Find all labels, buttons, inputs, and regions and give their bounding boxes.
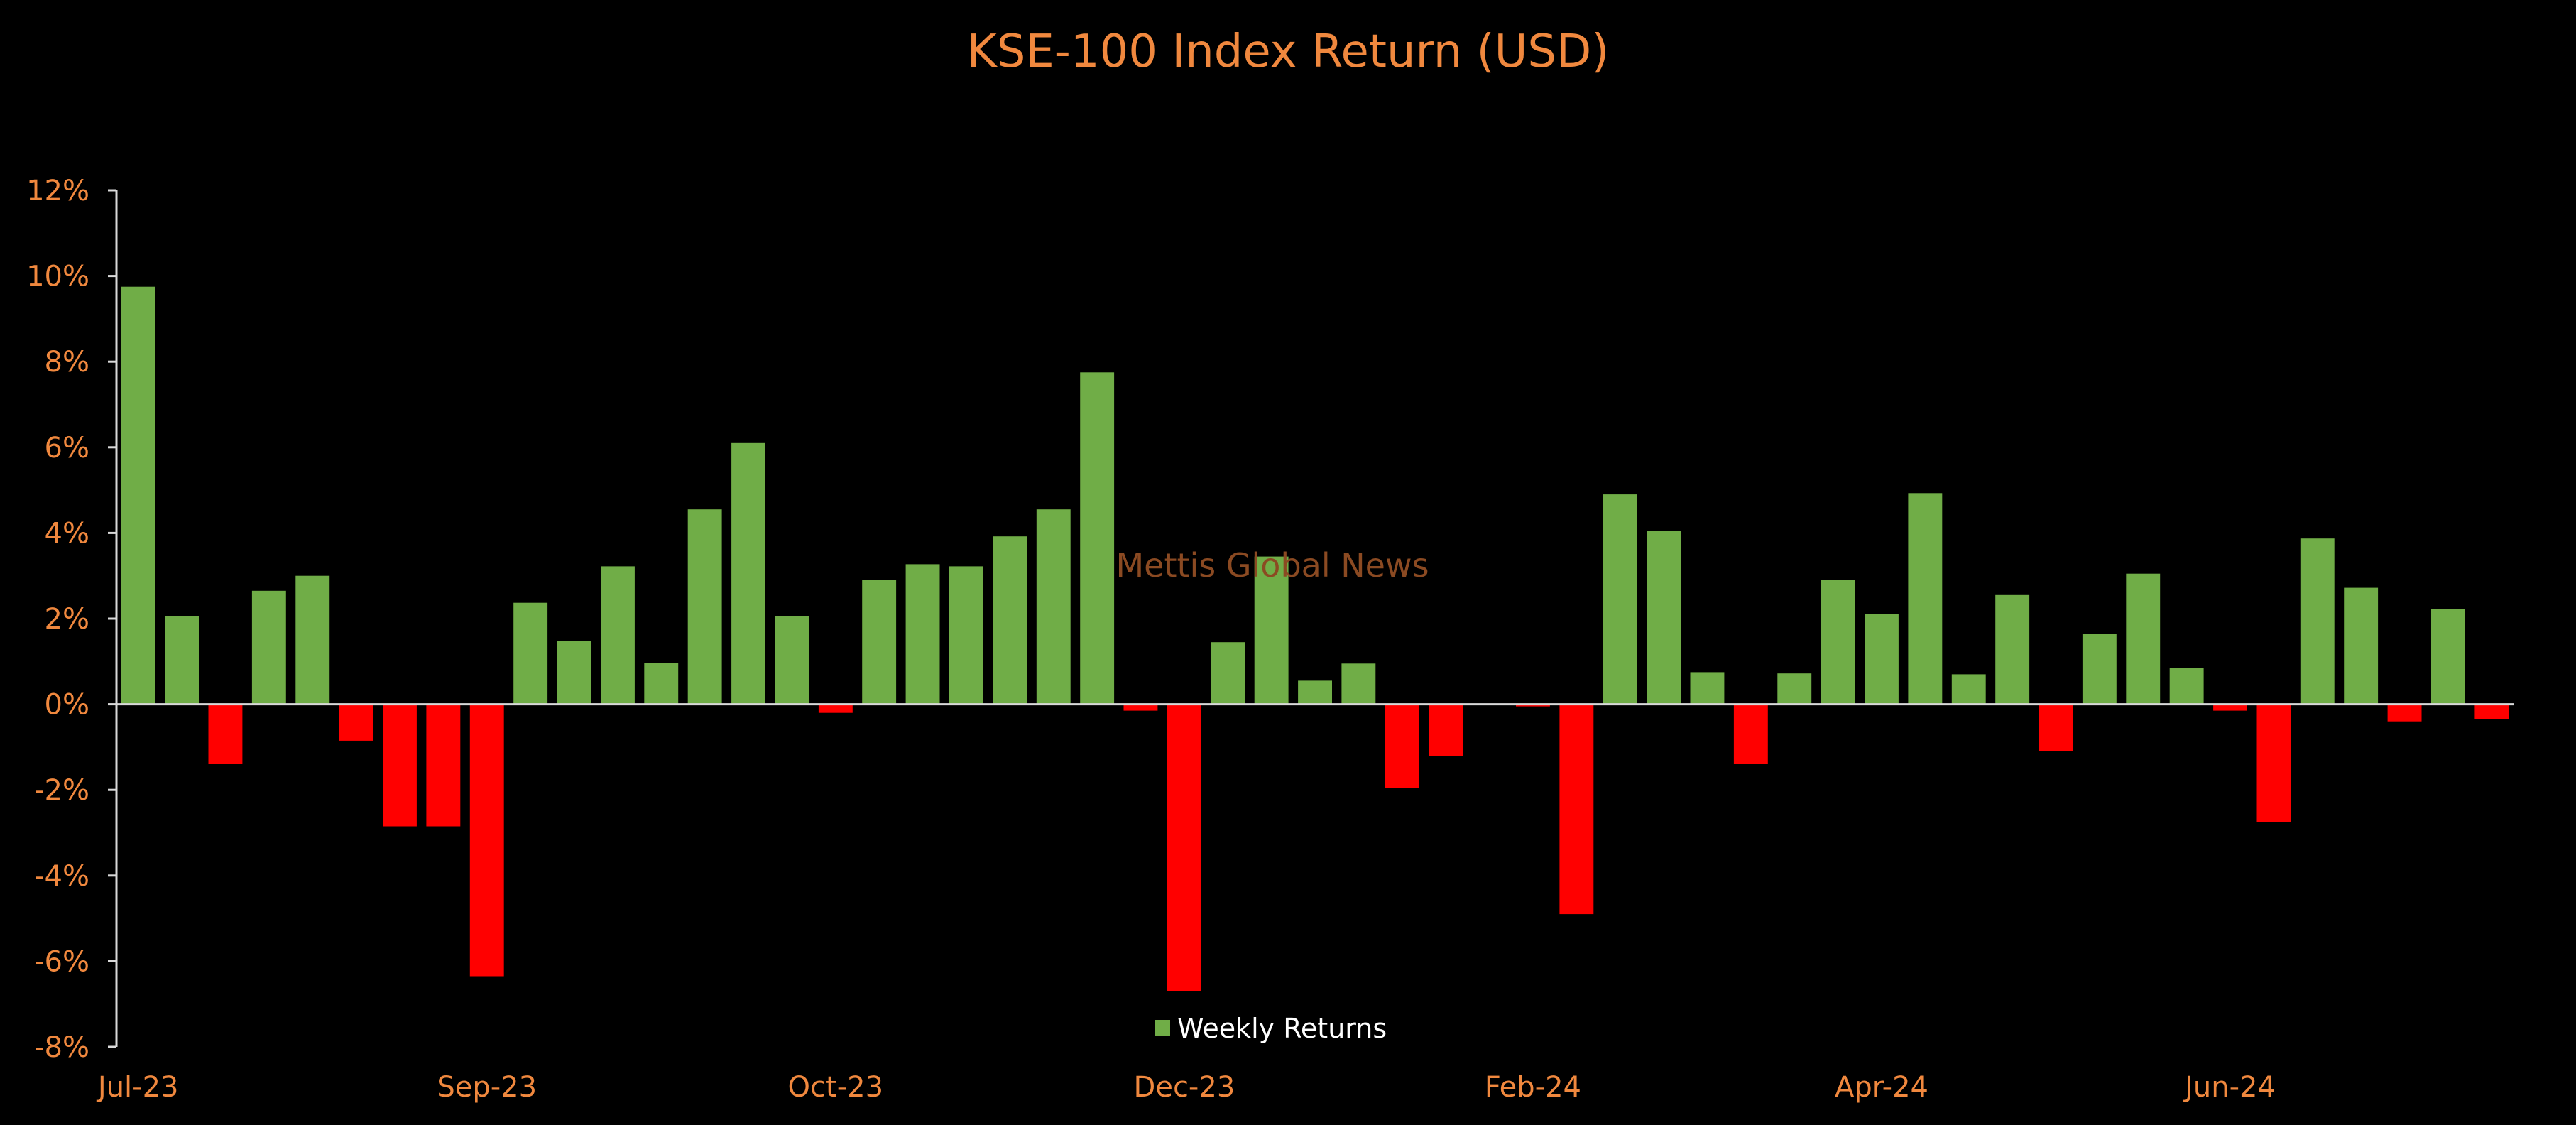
bar <box>339 704 373 741</box>
y-tick-label: 10% <box>26 261 89 293</box>
bar <box>2344 587 2379 705</box>
bar <box>383 704 417 827</box>
bar <box>1777 673 1812 705</box>
bar <box>1254 556 1289 705</box>
x-tick-label: Jun-24 <box>2183 1071 2276 1104</box>
bar <box>644 663 679 705</box>
bar <box>513 602 548 705</box>
bar <box>165 616 199 705</box>
x-tick-label: Jul-23 <box>96 1071 179 1104</box>
bar <box>1559 704 1594 915</box>
bar <box>2431 609 2465 705</box>
bar <box>2474 704 2509 719</box>
bar <box>1865 614 1899 705</box>
bar <box>208 704 243 764</box>
y-tick-label: -6% <box>34 945 89 978</box>
bar <box>295 575 330 705</box>
bar <box>1298 680 1332 705</box>
bar <box>469 704 504 977</box>
bar <box>2126 573 2161 705</box>
bar <box>731 442 765 705</box>
bar <box>2082 634 2117 705</box>
bar <box>2300 538 2335 705</box>
x-tick-label: Sep-23 <box>437 1071 537 1104</box>
y-tick-label: -2% <box>34 774 89 807</box>
bar <box>557 641 591 705</box>
chart-title: KSE-100 Index Return (USD) <box>967 26 1610 78</box>
y-tick-label: 12% <box>26 175 89 207</box>
bar <box>426 704 461 827</box>
x-tick-label: Oct-23 <box>788 1071 884 1104</box>
bar <box>1211 642 1245 705</box>
y-tick-label: -8% <box>34 1031 89 1064</box>
watermark: Mettis Global News <box>1115 546 1429 585</box>
bar <box>1821 580 1855 705</box>
x-tick-label: Dec-23 <box>1134 1071 1235 1104</box>
bar <box>775 616 809 705</box>
bar <box>1167 704 1201 991</box>
bar <box>1690 672 1725 705</box>
bar <box>1733 704 1768 764</box>
bars-layer <box>121 286 2509 991</box>
bar <box>121 286 155 705</box>
bar <box>1080 372 1115 705</box>
x-tick-label: Apr-24 <box>1835 1071 1928 1104</box>
bar <box>1951 674 1986 705</box>
bar <box>601 566 635 705</box>
legend-swatch-weekly-returns <box>1155 1020 1170 1036</box>
bar <box>1995 594 2030 705</box>
bar <box>2039 704 2073 751</box>
bar <box>1603 494 1637 705</box>
bar <box>1036 509 1071 705</box>
y-tick-label: -4% <box>34 860 89 893</box>
bar <box>993 536 1027 705</box>
y-axis-ticks: 12% 10% 8% 6% 4% 2% 0% -2% -4% -6% -8% <box>26 175 116 1064</box>
legend: Weekly Returns <box>1155 1013 1387 1044</box>
y-tick-label: 8% <box>45 346 89 379</box>
bar <box>1647 531 1681 705</box>
bar <box>1385 704 1419 788</box>
bar <box>905 564 940 705</box>
legend-label-weekly-returns: Weekly Returns <box>1177 1013 1387 1044</box>
bar <box>1908 493 1943 705</box>
bar <box>1123 704 1158 711</box>
bar <box>862 580 897 705</box>
bar <box>2169 668 2204 705</box>
y-tick-label: 4% <box>45 517 89 550</box>
y-tick-label: 0% <box>45 689 89 722</box>
y-tick-label: 6% <box>45 432 89 464</box>
bar <box>2213 704 2247 711</box>
bar <box>2387 704 2422 722</box>
x-axis-ticks: Jul-23 Sep-23 Oct-23 Dec-23 Feb-24 Apr-24 Jun-… <box>96 1071 2276 1104</box>
bar <box>687 509 722 705</box>
bar <box>949 566 983 705</box>
bar <box>1341 663 1376 705</box>
bar <box>1429 704 1463 756</box>
bar <box>818 704 853 713</box>
x-tick-label: Feb-24 <box>1485 1071 1581 1104</box>
y-tick-label: 2% <box>45 603 89 636</box>
bar <box>251 590 286 705</box>
bar <box>2256 704 2291 822</box>
